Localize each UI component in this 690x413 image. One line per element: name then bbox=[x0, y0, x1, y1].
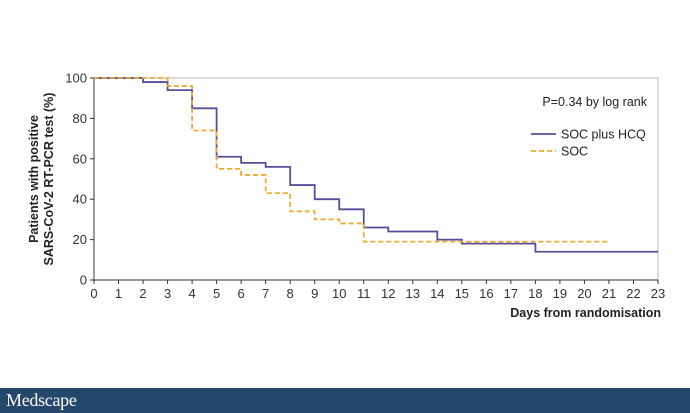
x-tick-label: 13 bbox=[406, 286, 420, 301]
x-tick-label: 5 bbox=[213, 286, 220, 301]
y-tick-label: 40 bbox=[73, 192, 87, 207]
plot-frame bbox=[93, 77, 659, 281]
x-tick-label: 11 bbox=[357, 286, 371, 301]
x-tick-label: 2 bbox=[139, 286, 146, 301]
x-tick-label: 8 bbox=[287, 286, 294, 301]
x-tick-label: 1 bbox=[115, 286, 122, 301]
x-tick-label: 4 bbox=[188, 286, 195, 301]
x-tick-label: 21 bbox=[602, 286, 616, 301]
x-tick-label: 23 bbox=[651, 286, 665, 301]
x-axis-title: Days from randomisation bbox=[510, 306, 661, 320]
footer-bar: Medscape bbox=[0, 388, 690, 413]
legend: SOC plus HCQ SOC bbox=[531, 128, 646, 159]
x-tick-label: 7 bbox=[262, 286, 269, 301]
p-value-annotation: P=0.34 by log rank bbox=[542, 95, 647, 109]
y-tick-label: 0 bbox=[80, 273, 87, 288]
x-tick-label: 16 bbox=[479, 286, 493, 301]
x-tick-label: 22 bbox=[626, 286, 640, 301]
y-tick-label: 100 bbox=[65, 71, 87, 86]
legend-label: SOC bbox=[561, 145, 588, 159]
y-ticks: 0 20 40 60 80 100 bbox=[65, 71, 94, 288]
legend-label: SOC plus HCQ bbox=[561, 128, 646, 142]
chart: Patients with positiveSARS-CoV-2 RT-PCR … bbox=[27, 71, 665, 321]
brand-logo[interactable]: Medscape bbox=[6, 390, 77, 410]
y-axis-title-text: Patients with positiveSARS-CoV-2 RT-PCR … bbox=[27, 93, 56, 266]
y-axis-title: Patients with positiveSARS-CoV-2 RT-PCR … bbox=[27, 93, 56, 266]
x-tick-label: 20 bbox=[577, 286, 591, 301]
x-tick-label: 0 bbox=[90, 286, 97, 301]
x-tick-label: 3 bbox=[164, 286, 171, 301]
x-tick-label: 6 bbox=[238, 286, 245, 301]
y-tick-label: 20 bbox=[73, 232, 87, 247]
series-line-soc-plus-hcq bbox=[94, 77, 658, 253]
x-ticks: 0 1 2 3 4 5 6 7 8 9 10 11 12 13 14 15 16 17 18 19 20 21 22 23 bbox=[90, 280, 665, 301]
x-tick-label: 14 bbox=[430, 286, 444, 301]
x-tick-label: 12 bbox=[381, 286, 395, 301]
y-axis-title-line: SARS-CoV-2 RT-PCR test (%) bbox=[42, 93, 56, 266]
x-tick-label: 9 bbox=[311, 286, 318, 301]
x-tick-label: 18 bbox=[528, 286, 542, 301]
x-tick-label: 15 bbox=[455, 286, 469, 301]
y-tick-label: 60 bbox=[73, 151, 87, 166]
series-layer bbox=[94, 77, 658, 253]
y-tick-label: 80 bbox=[73, 111, 87, 126]
y-axis-title-line: Patients with positive bbox=[27, 115, 41, 243]
x-tick-label: 17 bbox=[504, 286, 518, 301]
x-tick-label: 10 bbox=[332, 286, 346, 301]
x-tick-label: 19 bbox=[553, 286, 567, 301]
series-line-soc bbox=[94, 77, 609, 243]
